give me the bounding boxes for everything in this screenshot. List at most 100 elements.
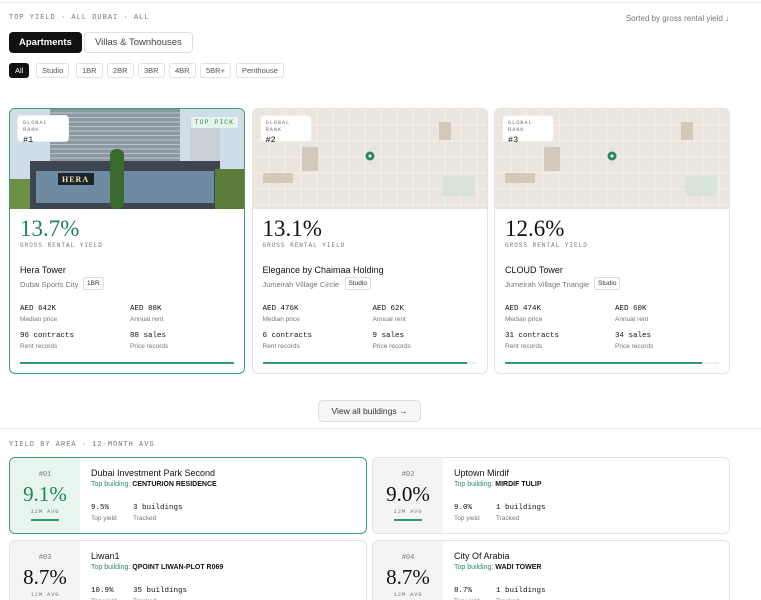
area-rank: #04 xyxy=(401,554,415,562)
building-photo: HERA TOP PICK GLOBAL RANK #1 xyxy=(10,109,244,209)
yield-label: GROSS RENTAL YIELD xyxy=(262,242,346,249)
top-building-prefix: Top building: xyxy=(454,481,494,488)
filter-chip[interactable]: 4BR xyxy=(169,63,196,78)
view-all-button[interactable]: View all buildings → xyxy=(318,400,421,422)
building-card[interactable]: GLOBAL RANK #2 13.1% GROSS RENTAL YIELD Eleg… xyxy=(251,108,488,374)
yield-bar-track xyxy=(20,362,234,364)
filter-chip[interactable]: Studio xyxy=(36,63,70,78)
filter-chip[interactable]: Penthouse xyxy=(236,63,284,78)
unit-type: Studio xyxy=(594,277,621,290)
location: Jumeirah Village Circle xyxy=(262,280,340,289)
top-building-prefix: Top building: xyxy=(91,564,131,571)
top-building-name: WADI TOWER xyxy=(495,564,542,571)
yield-bar xyxy=(20,362,234,364)
stat-value: AED 60K xyxy=(615,305,647,313)
tab[interactable]: Villas & Townhouses xyxy=(84,32,193,53)
area-rank: #01 xyxy=(38,471,52,479)
divider xyxy=(0,2,761,3)
stat-label: Price records xyxy=(130,343,169,350)
yield: 12.6% xyxy=(505,216,565,241)
area-name: Uptown Mirdif xyxy=(454,468,510,478)
stat-value: 88 sales xyxy=(130,332,167,340)
stat-label: Rent records xyxy=(262,343,300,350)
sort-control[interactable]: Sorted by gross rental yield ↓ xyxy=(625,14,729,23)
area-card[interactable]: #02 9.0% 12M AVG Uptown Mirdif Top building:… xyxy=(372,457,730,534)
rank-box: GLOBAL RANK #1 xyxy=(18,116,68,145)
stat-value: 34 sales xyxy=(615,332,652,340)
stat-label: Annual rent xyxy=(130,316,164,323)
rank-label: GLOBAL RANK xyxy=(265,119,291,133)
building-count: 1 buildings xyxy=(496,504,546,512)
yield-bar xyxy=(262,362,468,364)
top-yield-label: Top yield xyxy=(91,515,117,522)
rank: #1 xyxy=(23,135,34,145)
avg-label: 12M AVG xyxy=(393,591,423,598)
top-yield: 9.5% xyxy=(91,504,110,512)
map xyxy=(252,109,487,209)
top-building: Top building: CENTURION RESIDENCE xyxy=(91,481,217,488)
top-yield-label: Top yield xyxy=(91,598,117,600)
filter-chip[interactable]: 3BR xyxy=(138,63,165,78)
location: Jumeirah Village Triangle xyxy=(505,280,590,289)
building-name: Hera Tower xyxy=(20,265,66,275)
rank-label: GLOBAL RANK xyxy=(23,119,48,133)
stat-value: AED 476K xyxy=(262,305,299,313)
rank-box: GLOBAL RANK #2 xyxy=(260,116,311,145)
filter-chip[interactable]: 2BR xyxy=(107,63,134,78)
stat-value: AED 88K xyxy=(130,305,162,313)
area-yield: 8.7% xyxy=(386,565,430,589)
yield-bar-track xyxy=(505,362,719,364)
top-yield-label: Top yield xyxy=(454,515,480,522)
avg-label: 12M AVG xyxy=(393,508,423,515)
top-yield: 9.0% xyxy=(454,504,473,512)
rank-label: GLOBAL RANK xyxy=(508,119,533,133)
map-thumbnail: GLOBAL RANK #3 xyxy=(495,109,729,209)
building-count: 1 buildings xyxy=(496,587,546,595)
top-building-name: MIRDIF TULIP xyxy=(495,481,542,488)
stat-value: AED 642K xyxy=(20,305,57,313)
area-rank: #03 xyxy=(38,554,52,562)
stat-label: Price records xyxy=(372,343,411,350)
building-count-label: Tracked xyxy=(496,515,520,522)
breadcrumb: TOP YIELD · ALL DUBAI · ALL xyxy=(9,14,150,22)
tab[interactable]: Apartments xyxy=(9,32,82,53)
area-yield-panel: #03 8.7% 12M AVG xyxy=(10,541,80,600)
building-count: 35 buildings xyxy=(133,587,188,595)
area-name: City Of Arabia xyxy=(454,551,510,561)
yield: 13.7% xyxy=(20,216,80,241)
stat-value: 96 contracts xyxy=(20,332,75,340)
area-yield-panel: #04 8.7% 12M AVG xyxy=(373,541,443,600)
building-count: 3 buildings xyxy=(133,504,183,512)
stat-label: Annual rent xyxy=(615,316,649,323)
building-name: CLOUD Tower xyxy=(505,265,563,275)
rank: #2 xyxy=(265,135,276,145)
top-yield-label: Top yield xyxy=(454,598,480,600)
area-card[interactable]: #01 9.1% 12M AVG Dubai Investment Park Seco… xyxy=(9,457,367,534)
area-card[interactable]: #03 8.7% 12M AVG Liwan1 Top building: QPOINT… xyxy=(9,540,367,600)
yield: 13.1% xyxy=(262,216,322,241)
section-title: YIELD BY AREA · 12-MONTH AVG xyxy=(9,441,155,449)
avg-underline xyxy=(394,519,422,521)
stat-label: Annual rent xyxy=(372,316,406,323)
filter-chip[interactable]: 1BR xyxy=(76,63,103,78)
top-building-name: QPOINT LIWAN-PLOT R069 xyxy=(132,564,224,571)
stat-label: Median price xyxy=(505,316,543,323)
rank-box: GLOBAL RANK #3 xyxy=(503,116,553,145)
map-thumbnail: GLOBAL RANK #2 xyxy=(252,109,487,209)
building-card[interactable]: HERA TOP PICK GLOBAL RANK #1 13.7% GROSS RENT… xyxy=(9,108,245,374)
filter-chip[interactable]: All xyxy=(9,63,30,78)
yield-bar xyxy=(505,362,702,364)
rank: #3 xyxy=(508,135,519,145)
stat-value: AED 62K xyxy=(372,305,405,313)
yield-label: GROSS RENTAL YIELD xyxy=(505,242,588,249)
area-card[interactable]: #04 8.7% 12M AVG City Of Arabia Top building… xyxy=(372,540,730,600)
unit-type: Studio xyxy=(344,277,371,290)
stat-label: Rent records xyxy=(20,343,58,350)
filter-chip[interactable]: 5BR+ xyxy=(200,63,231,78)
area-yield: 9.0% xyxy=(386,482,430,506)
photo-sign: HERA xyxy=(62,175,90,184)
stat-value: AED 474K xyxy=(505,305,542,313)
building-card[interactable]: GLOBAL RANK #3 12.6% GROSS RENTAL YIELD CLOU… xyxy=(494,108,730,374)
building-name: Elegance by Chaimaa Holding xyxy=(262,265,384,275)
